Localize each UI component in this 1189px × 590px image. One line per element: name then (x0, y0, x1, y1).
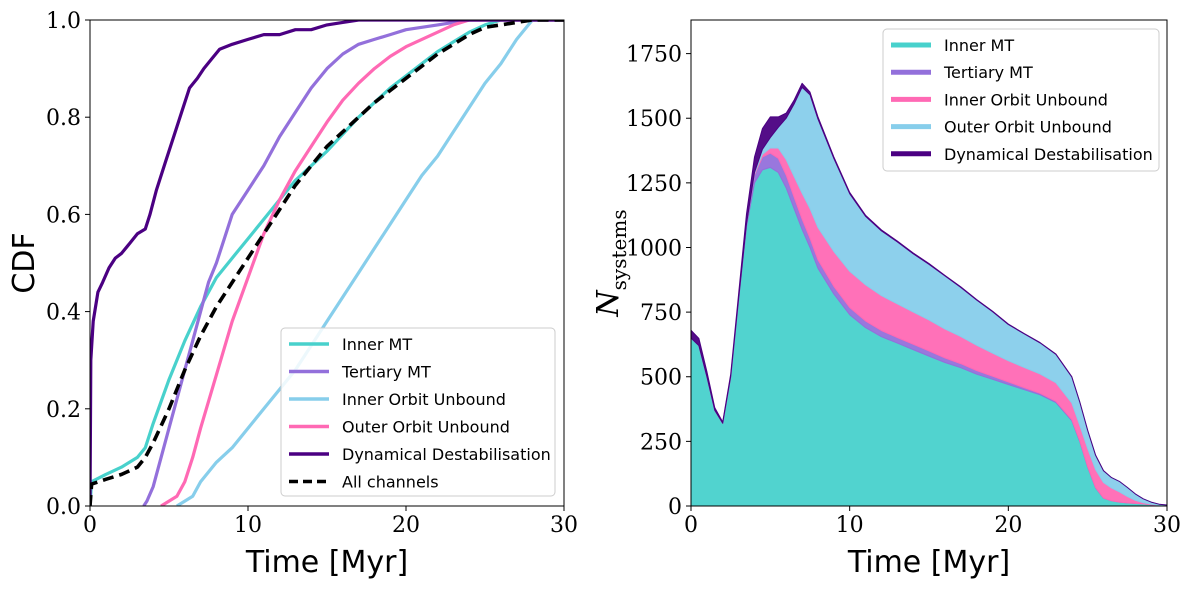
x-tick-label: 20 (392, 513, 420, 538)
area-dynamical-destabilisation (691, 82, 1167, 506)
legend-label-inner-mt: Inner MT (342, 335, 412, 354)
series-line-inner-orbit-unbound (176, 20, 564, 506)
series-line-dynamical-destabilisation (90, 20, 564, 506)
x-tick-label: 10 (234, 513, 262, 538)
y-tick-label: 0.8 (46, 106, 81, 131)
series-line-outer-orbit-unbound (160, 20, 564, 506)
legend: Inner MT Tertiary MT Inner Orbit Unbound Ou… (280, 327, 556, 497)
x-tick-label: 20 (994, 513, 1022, 538)
x-tick-label: 30 (1153, 513, 1181, 538)
y-tick-label: 0 (668, 495, 682, 520)
series-line-tertiary-mt (142, 20, 564, 506)
legend-box (882, 28, 1160, 172)
stacked-areas (691, 82, 1167, 506)
y-tick-label: 750 (640, 301, 682, 326)
y-tick-label: 1250 (626, 172, 682, 197)
legend-label-all-channels: All channels (342, 473, 439, 492)
cdf-chart: 0 10 20 30 0.0 0.2 0.4 0.6 0.8 1.0 Time [Myr] CDF In… (7, 9, 578, 580)
legend-label-outer-orbit-unbound: Outer Orbit Unbound (944, 118, 1112, 137)
x-tick-label: 30 (550, 513, 578, 538)
series-line-all-channels (90, 20, 564, 506)
cdf-lines (90, 20, 564, 506)
legend-label-dynamical-destabilisation: Dynamical Destabilisation (944, 145, 1153, 164)
legend-label-inner-orbit-unbound: Inner Orbit Unbound (342, 390, 506, 409)
y-tick-label: 1500 (626, 107, 682, 132)
x-tick-label: 10 (836, 513, 864, 538)
y-axis-label: Nsystems (591, 209, 631, 317)
y-tick-label: 500 (640, 366, 682, 391)
legend: Inner MT Tertiary MT Inner Orbit Unbound Ou… (882, 28, 1160, 172)
legend-box (280, 327, 556, 497)
x-axis-label: Time [Myr] (847, 545, 1010, 580)
y-tick-label: 1.0 (46, 9, 81, 34)
legend-label-outer-orbit-unbound: Outer Orbit Unbound (342, 418, 510, 437)
legend-label-tertiary-mt: Tertiary MT (943, 63, 1033, 82)
y-tick-label: 0.6 (46, 203, 81, 228)
stacked-area-chart: 0 10 20 30 0 250 500 750 1000 1250 1500 1750 Time [M… (591, 19, 1181, 580)
y-axis-label-sub: systems (607, 209, 631, 290)
y-tick-label: 1750 (626, 43, 682, 68)
legend-label-dynamical-destabilisation: Dynamical Destabilisation (342, 445, 551, 464)
legend-label-inner-mt: Inner MT (944, 36, 1014, 55)
y-tick-label: 250 (640, 430, 682, 455)
y-axis-label: CDF (7, 232, 42, 293)
plot-frame (89, 19, 565, 507)
legend-label-inner-orbit-unbound: Inner Orbit Unbound (944, 90, 1108, 109)
y-tick-label: 0.4 (46, 301, 81, 326)
y-axis-label-main: N (591, 289, 626, 318)
y-tick-label: 1000 (626, 236, 682, 261)
x-tick-label: 0 (684, 513, 698, 538)
x-tick-label: 0 (83, 513, 97, 538)
x-axis-label: Time [Myr] (245, 545, 408, 580)
plot-frame (690, 19, 1168, 507)
legend-label-tertiary-mt: Tertiary MT (341, 363, 431, 382)
y-tick-label: 0.2 (46, 398, 81, 423)
y-tick-label: 0.0 (46, 495, 81, 520)
